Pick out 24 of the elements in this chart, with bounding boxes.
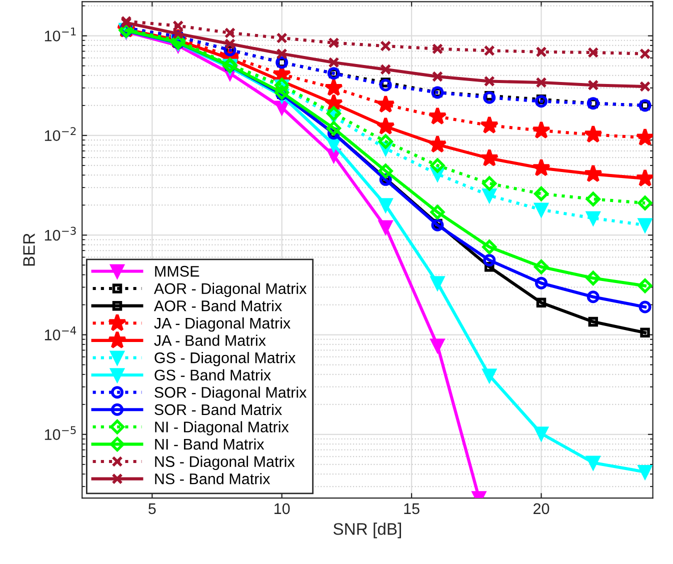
- legend-label: NI - Diagonal Matrix: [155, 421, 289, 436]
- y-tick-label: 10$^{−5}$: [44, 426, 76, 440]
- legend-label: JA - Diagonal Matrix: [154, 317, 290, 332]
- legend-label: SOR - Band Matrix: [154, 404, 282, 416]
- y-tick-label: 10$^{−1}$: [44, 28, 76, 42]
- y-axis-title: BER: [23, 233, 35, 266]
- legend-label: JA - Band Matrix: [154, 334, 266, 346]
- x-tick-label: 10: [274, 503, 290, 514]
- legend-label: NS - Band Matrix: [155, 473, 270, 484]
- y-tick-label: 10$^{−2}$: [44, 127, 76, 142]
- legend-label: MMSE: [155, 266, 200, 277]
- y-tick-label: 10$^{−3}$: [44, 226, 76, 241]
- legend-label: GS - Diagonal Matrix: [154, 352, 296, 366]
- x-tick-label: 15: [404, 503, 420, 514]
- legend-label: NS - Diagonal Matrix: [155, 456, 295, 470]
- x-tick-label: 5: [148, 503, 156, 514]
- legend-label: AOR - Band Matrix: [154, 300, 282, 312]
- legend-label: GS - Band Matrix: [154, 369, 271, 381]
- x-axis-title: SNR [dB]: [333, 522, 402, 538]
- legend-label: NI - Band Matrix: [155, 438, 264, 450]
- legend-label: SOR - Diagonal Matrix: [154, 386, 307, 401]
- legend-label: AOR - Diagonal Matrix: [154, 282, 307, 298]
- x-tick-label: 20: [534, 503, 550, 514]
- y-tick-label: 10$^{−4}$: [44, 326, 76, 340]
